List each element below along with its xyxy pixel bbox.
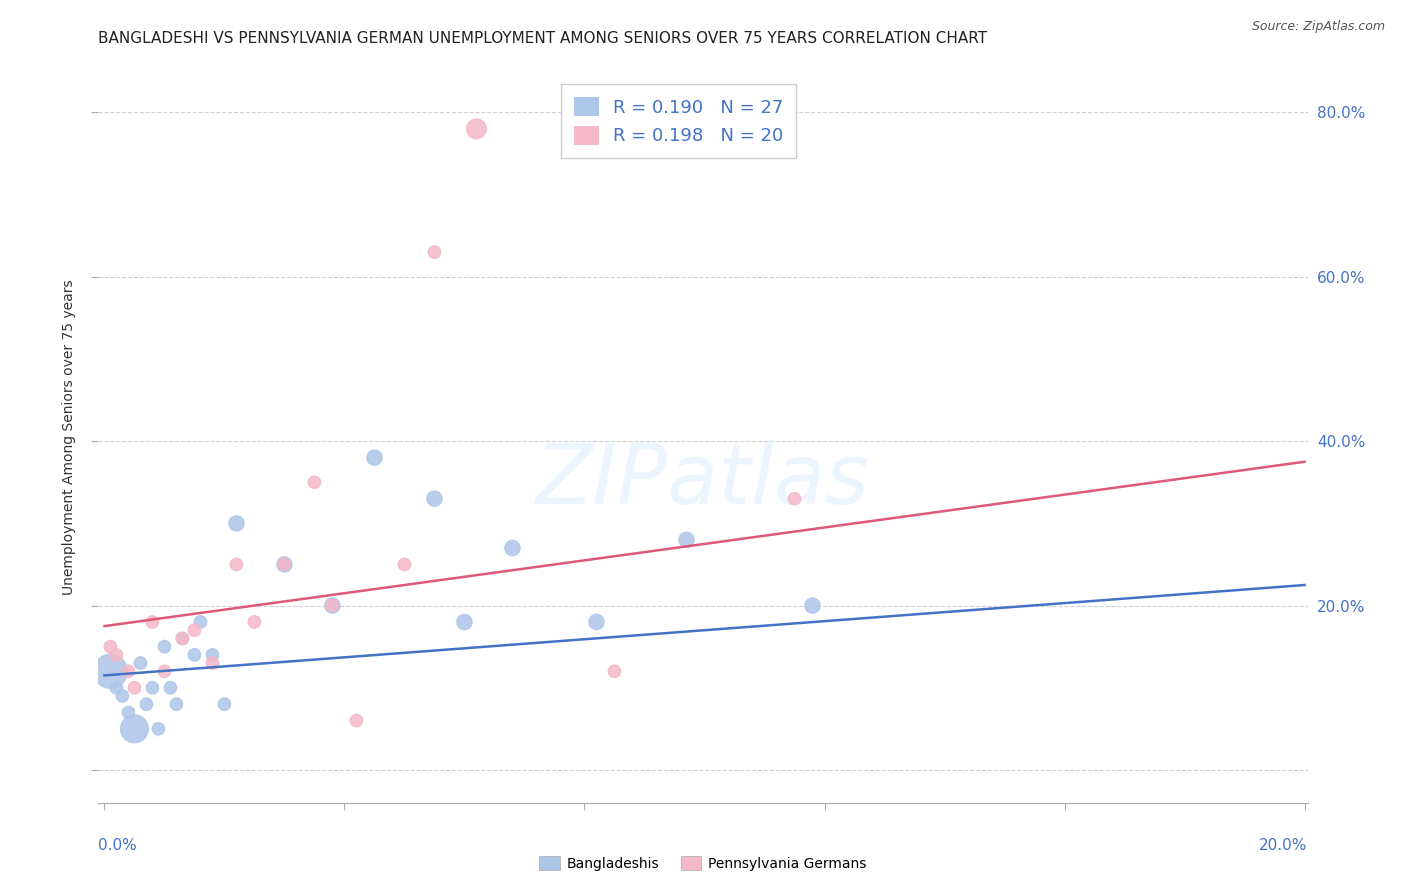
- Point: [141, 615, 163, 629]
- Point: [105, 681, 128, 695]
- Point: [394, 558, 416, 572]
- Point: [321, 599, 343, 613]
- Point: [225, 516, 247, 531]
- Point: [214, 697, 236, 711]
- Point: [135, 697, 157, 711]
- Point: [585, 615, 607, 629]
- Point: [105, 648, 128, 662]
- Point: [100, 665, 122, 679]
- Point: [675, 533, 697, 547]
- Text: BANGLADESHI VS PENNSYLVANIA GERMAN UNEMPLOYMENT AMONG SENIORS OVER 75 YEARS CORR: BANGLADESHI VS PENNSYLVANIA GERMAN UNEMP…: [98, 31, 987, 46]
- Point: [423, 491, 446, 506]
- Point: [346, 714, 368, 728]
- Point: [273, 558, 295, 572]
- Point: [129, 656, 152, 670]
- Text: ZIPatlas: ZIPatlas: [536, 441, 870, 522]
- Point: [783, 491, 806, 506]
- Point: [159, 681, 181, 695]
- Y-axis label: Unemployment Among Seniors over 75 years: Unemployment Among Seniors over 75 years: [62, 279, 76, 595]
- Point: [124, 722, 146, 736]
- Point: [117, 706, 139, 720]
- Point: [304, 475, 326, 490]
- Point: [172, 632, 194, 646]
- Text: 20.0%: 20.0%: [1260, 838, 1308, 854]
- Point: [453, 615, 475, 629]
- Point: [124, 681, 146, 695]
- Point: [225, 558, 247, 572]
- Point: [321, 599, 343, 613]
- Point: [165, 697, 187, 711]
- Point: [141, 681, 163, 695]
- Text: Source: ZipAtlas.com: Source: ZipAtlas.com: [1251, 20, 1385, 33]
- Legend: Bangladeshis, Pennsylvania Germans: Bangladeshis, Pennsylvania Germans: [534, 850, 872, 876]
- Point: [201, 656, 224, 670]
- Point: [190, 615, 212, 629]
- Point: [423, 245, 446, 260]
- Point: [153, 665, 176, 679]
- Point: [465, 121, 488, 136]
- Text: 0.0%: 0.0%: [98, 838, 138, 854]
- Point: [201, 648, 224, 662]
- Point: [183, 648, 205, 662]
- Point: [148, 722, 170, 736]
- Point: [111, 689, 134, 703]
- Point: [243, 615, 266, 629]
- Point: [501, 541, 523, 555]
- Point: [153, 640, 176, 654]
- Point: [183, 624, 205, 638]
- Point: [172, 632, 194, 646]
- Point: [100, 640, 122, 654]
- Point: [603, 665, 626, 679]
- Point: [117, 665, 139, 679]
- Point: [801, 599, 824, 613]
- Point: [363, 450, 385, 465]
- Point: [273, 558, 295, 572]
- Legend: R = 0.190   N = 27, R = 0.198   N = 20: R = 0.190 N = 27, R = 0.198 N = 20: [561, 84, 796, 158]
